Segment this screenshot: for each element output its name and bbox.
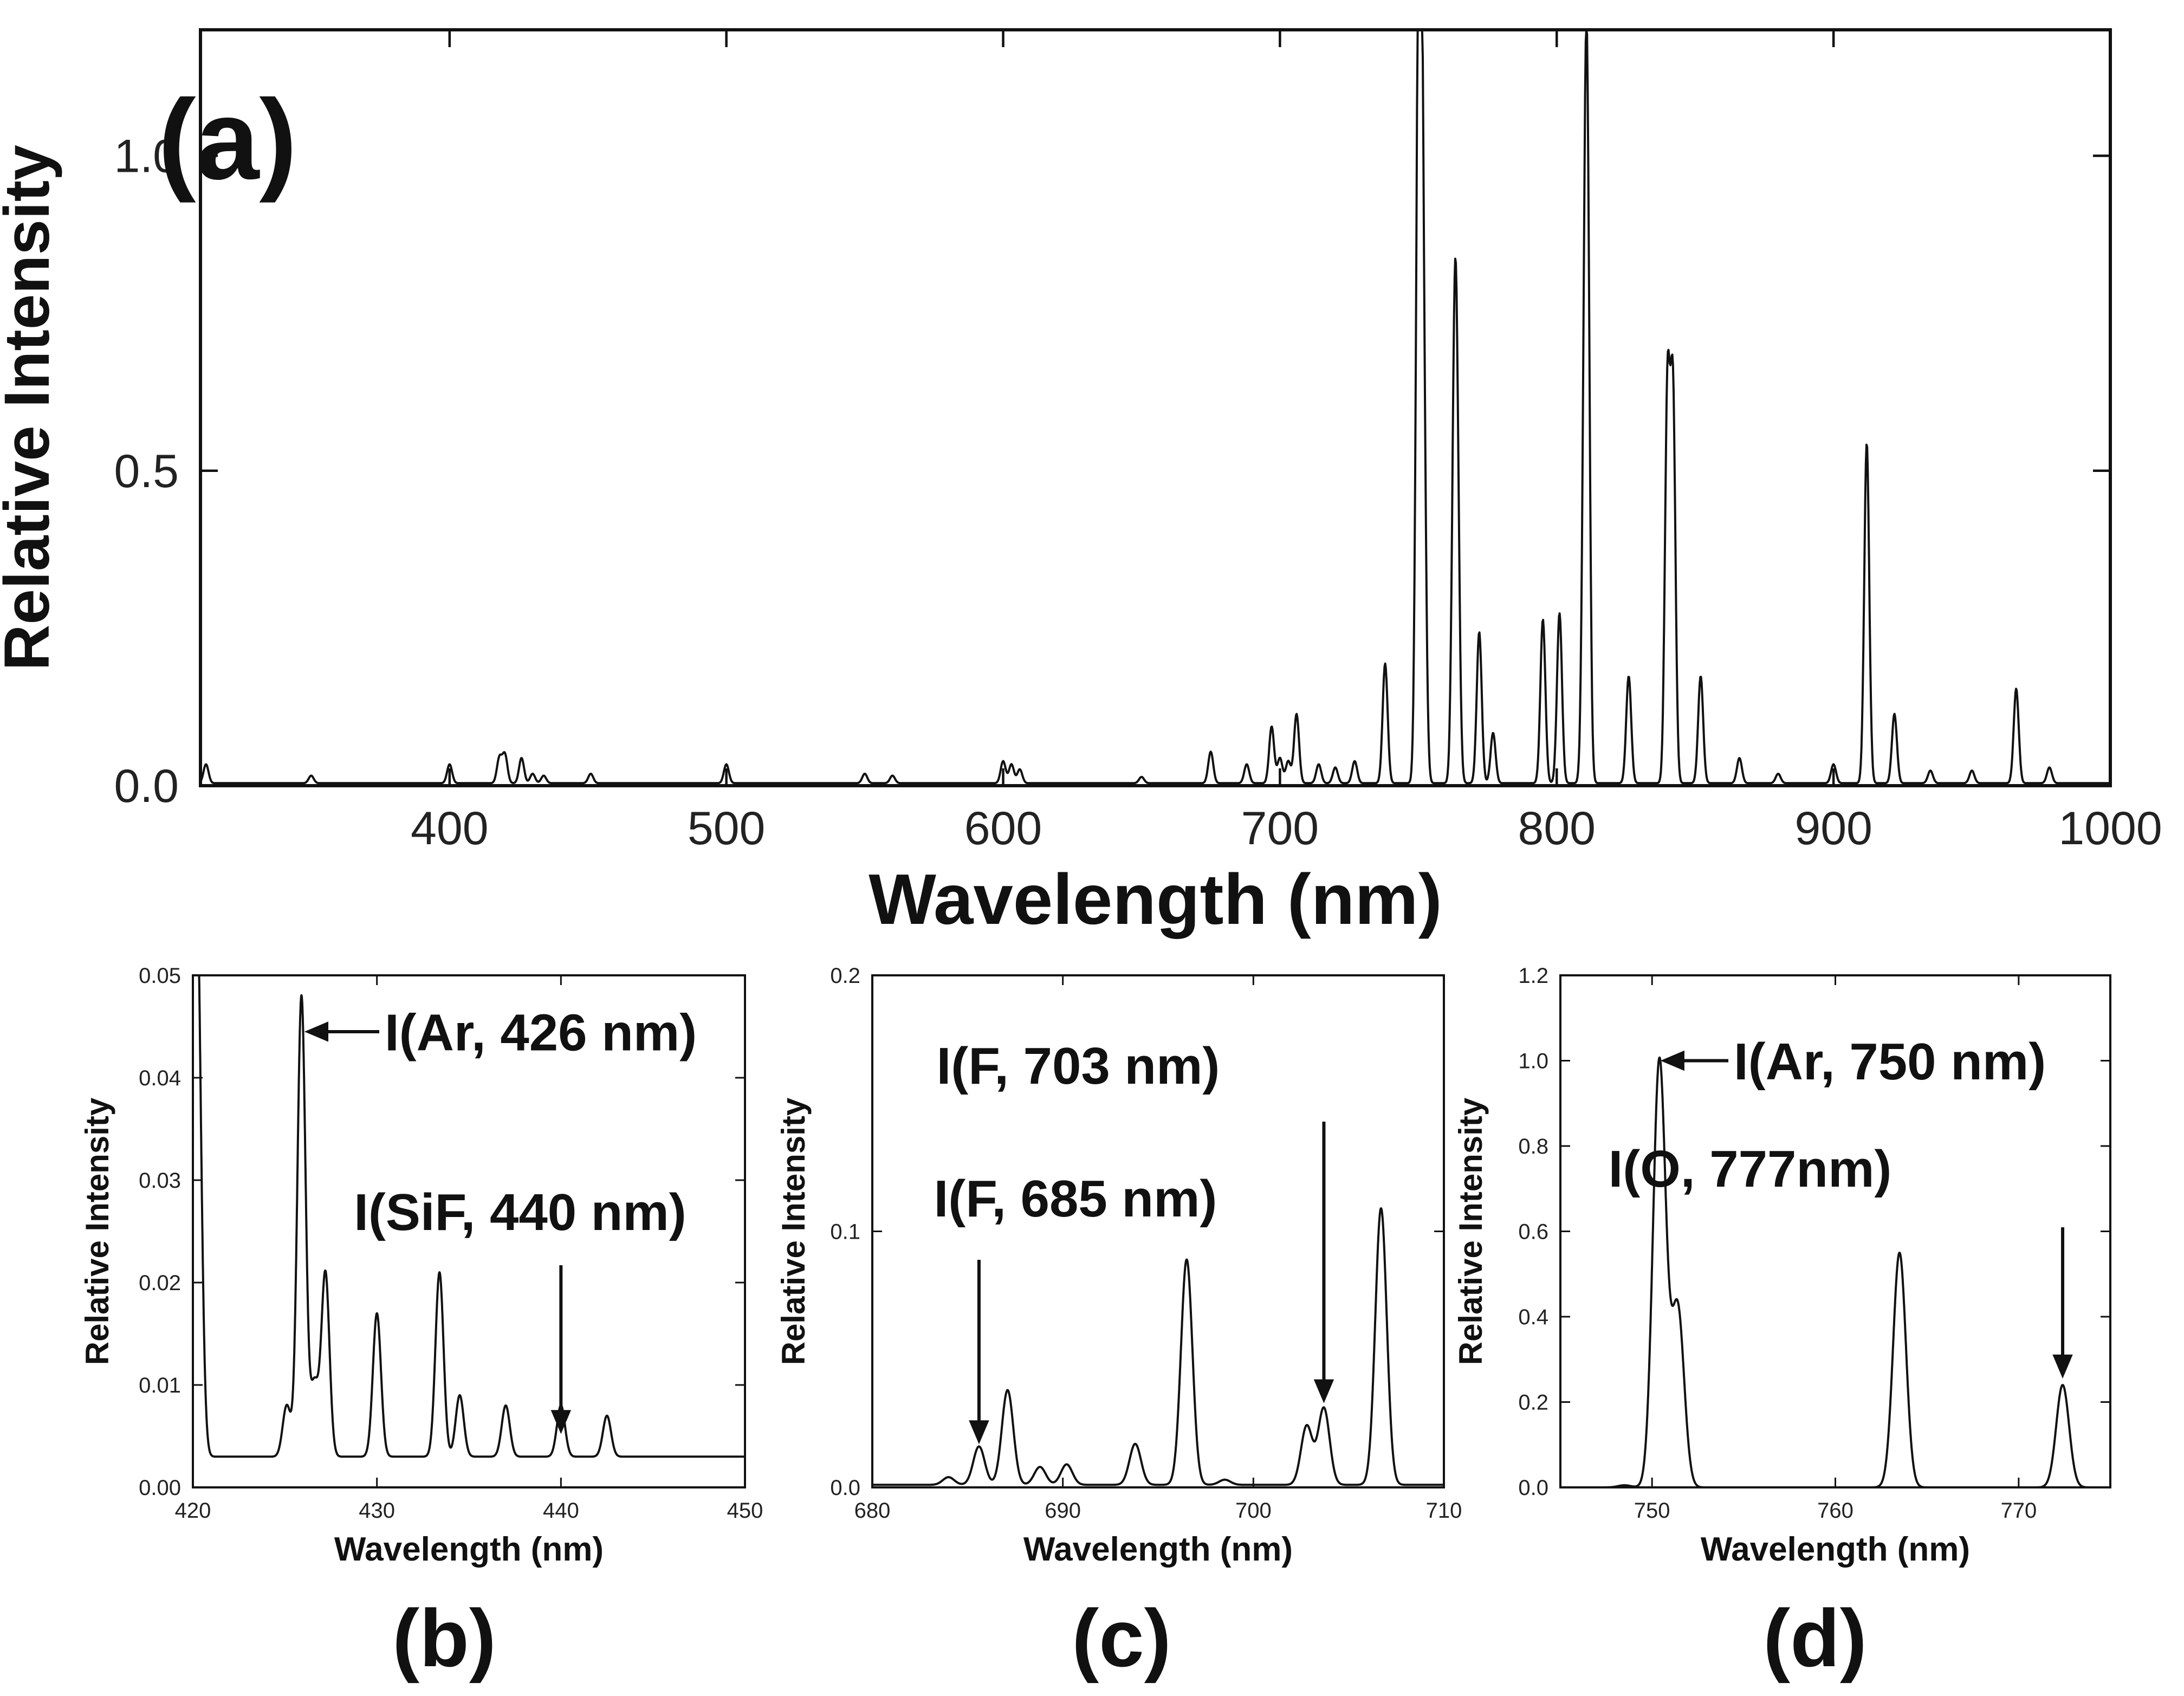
panel-b: 420 430 440 450 0.00 0.01 0.02 0.03 0.04 0.05 Wave…: [79, 964, 763, 1684]
x-tick-label-a: 400: [411, 802, 489, 855]
annotation-text: I(O, 777nm): [1609, 1140, 1892, 1198]
x-tick-label-c: 700: [1235, 1499, 1272, 1523]
annotation-arrowhead: [2052, 1354, 2073, 1379]
annotation-arrowhead: [550, 1410, 572, 1434]
y-tick-label-d: 1.2: [1518, 964, 1548, 988]
y-tick-label-b: 0.02: [139, 1271, 181, 1295]
panel-a: 400 500 600 700 800 900 1000 0.0 0.5 1.0 Wavelengt…: [0, 28, 2162, 939]
y-tick-label-d: 1.0: [1518, 1050, 1548, 1073]
panel-label-b: (b): [392, 1593, 496, 1684]
annotation-text: I(F, 685 nm): [934, 1170, 1217, 1228]
x-tick-label-d: 760: [1817, 1499, 1854, 1523]
annotation-c-0: I(F, 685 nm): [934, 1170, 1217, 1445]
y-tick-label-d: 0.8: [1518, 1135, 1548, 1158]
y-axis-title-a: Relative Intensity: [0, 145, 63, 671]
x-axis-title-b: Wavelength (nm): [334, 1531, 604, 1568]
annotation-b-1: I(SiF, 440 nm): [354, 1183, 686, 1434]
x-tick-label-c: 680: [854, 1499, 891, 1523]
panel-c: 680 690 700 710 0.0 0.1 0.2 Wavelength (nm) Rela…: [775, 964, 1462, 1684]
spectrum-line-c: [871, 1207, 1445, 1486]
annotation-d-1: I(O, 777nm): [1609, 1140, 2073, 1379]
y-tick-label-a: 1.0: [114, 131, 179, 183]
y-axis-title-c: Relative Intensity: [775, 1097, 812, 1365]
annotation-c-1: I(F, 703 nm): [937, 1037, 1334, 1403]
y-tick-label-d: 0.6: [1518, 1220, 1548, 1244]
annotation-arrowhead: [969, 1420, 989, 1445]
y-tick-label-c: 0.1: [830, 1220, 860, 1244]
panel-label-c: (c): [1072, 1593, 1171, 1684]
x-tick-label-a: 900: [1794, 802, 1872, 855]
x-tick-label-a: 800: [1518, 802, 1596, 855]
spectrum-line-d: [1559, 1056, 2111, 1488]
y-tick-label-b: 0.05: [139, 964, 181, 988]
y-tick-label-d: 0.0: [1518, 1476, 1548, 1500]
panel-label-a: (a): [158, 76, 297, 203]
axes-frame-b: [192, 974, 746, 1488]
axes-frame-a: [199, 28, 2112, 787]
annotation-text: I(Ar, 426 nm): [385, 1004, 697, 1062]
annotation-text: I(F, 703 nm): [937, 1037, 1220, 1095]
annotation-text: I(Ar, 750 nm): [1734, 1033, 2046, 1091]
y-tick-label-a: 0.0: [114, 760, 179, 812]
y-tick-label-a: 0.5: [114, 445, 179, 497]
x-tick-label-a: 500: [688, 802, 766, 855]
y-tick-label-b: 0.04: [139, 1066, 181, 1090]
x-tick-label-b: 420: [175, 1499, 211, 1523]
y-tick-label-d: 0.4: [1518, 1305, 1548, 1329]
x-tick-label-a: 700: [1241, 802, 1319, 855]
x-tick-label-b: 450: [727, 1499, 763, 1523]
annotation-b-0: I(Ar, 426 nm): [304, 1004, 697, 1062]
x-tick-label-c: 710: [1426, 1499, 1462, 1523]
spectrum-line-b: [192, 974, 746, 1458]
spectrum-line-a: [199, 29, 2111, 785]
x-tick-label-b: 430: [359, 1499, 395, 1523]
y-tick-label-b: 0.03: [139, 1169, 181, 1193]
x-tick-label-a: 1000: [2058, 802, 2162, 855]
y-axis-title-d: Relative Intensity: [1453, 1097, 1489, 1365]
x-tick-label-c: 690: [1045, 1499, 1081, 1523]
panel-label-d: (d): [1763, 1593, 1867, 1684]
annotation-arrowhead: [1660, 1050, 1684, 1071]
y-tick-label-c: 0.0: [830, 1476, 860, 1500]
annotation-arrowhead: [1313, 1379, 1334, 1403]
x-axis-title-d: Wavelength (nm): [1701, 1531, 1970, 1568]
y-tick-label-d: 0.2: [1518, 1391, 1548, 1415]
annotation-text: I(SiF, 440 nm): [354, 1183, 686, 1241]
annotation-d-0: I(Ar, 750 nm): [1660, 1033, 2046, 1091]
y-tick-label-b: 0.00: [139, 1476, 181, 1500]
x-tick-label-b: 440: [543, 1499, 579, 1523]
x-tick-label-a: 600: [964, 802, 1042, 855]
y-tick-label-b: 0.01: [139, 1374, 181, 1397]
x-axis-title-a: Wavelength (nm): [869, 859, 1442, 939]
x-tick-label-d: 750: [1634, 1499, 1670, 1523]
y-tick-label-c: 0.2: [830, 964, 860, 988]
x-tick-label-d: 770: [2000, 1499, 2037, 1523]
y-axis-title-b: Relative Intensity: [79, 1097, 115, 1365]
annotation-arrowhead: [304, 1021, 328, 1042]
panel-d: 750 760 770 0.0 0.2 0.4 0.6 0.8 1.0 1.2 Wavelength…: [1453, 964, 2111, 1684]
x-axis-title-c: Wavelength (nm): [1023, 1531, 1293, 1568]
